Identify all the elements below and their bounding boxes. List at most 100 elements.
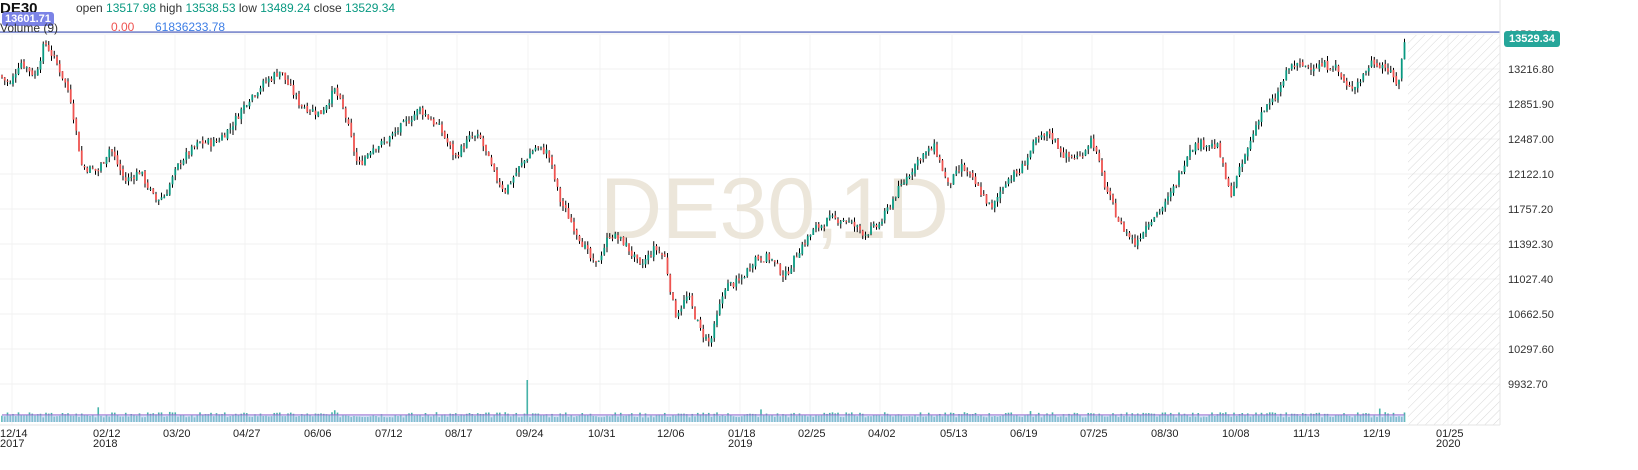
candle-body (878, 223, 881, 229)
candle-body (1112, 194, 1114, 203)
candle-body (1296, 63, 1299, 66)
candle-body (405, 119, 408, 122)
candle-body (1266, 104, 1268, 111)
candle-body (1224, 163, 1227, 180)
candle-body (256, 92, 259, 97)
candle-body (133, 177, 135, 180)
candle-body (157, 199, 160, 202)
x-tick-label: 12/14 (0, 428, 28, 440)
x-tick-label: 07/25 (1080, 428, 1108, 440)
candle-body (1398, 79, 1400, 85)
candle-body (144, 171, 146, 184)
candle-body (625, 242, 628, 247)
candle-body (839, 221, 842, 224)
candle-body (823, 226, 826, 228)
candle-body (826, 218, 828, 227)
candle-body (754, 256, 757, 267)
candle-body (1194, 143, 1197, 152)
candle-body (193, 146, 196, 148)
candle-body (622, 236, 625, 246)
candle-body (1263, 110, 1266, 112)
candle-body (1356, 82, 1359, 89)
candle-body (482, 138, 485, 147)
candle-body (498, 182, 501, 185)
candle-body (1131, 238, 1134, 240)
candle-body (39, 60, 42, 70)
candle-body (336, 87, 339, 96)
candle-body (960, 164, 963, 172)
candle-body (727, 283, 729, 291)
candle-body (732, 282, 735, 288)
candle-body (155, 194, 157, 200)
candle-body (504, 189, 507, 193)
candle-body (1381, 64, 1384, 69)
candle-body (746, 268, 749, 277)
candle-body (573, 221, 575, 232)
candle-body (581, 241, 584, 247)
candle-body (776, 262, 779, 264)
candle-body (1249, 140, 1252, 150)
candle-body (619, 237, 622, 239)
volume-ma-area (2, 414, 1405, 422)
candle-body (278, 71, 281, 78)
candle-body (474, 135, 476, 138)
candle-body (69, 89, 72, 103)
candle-body (980, 186, 982, 196)
candle-body (916, 159, 919, 166)
candle-body (375, 149, 377, 151)
candle-body (1211, 143, 1213, 147)
candle-body (683, 300, 685, 308)
candle-body (281, 72, 284, 74)
candle-body (1095, 146, 1098, 152)
candle-body (188, 151, 190, 156)
candle-body (452, 144, 454, 156)
x-tick-label: 02/12 (93, 428, 121, 440)
candle-body (941, 160, 944, 172)
candle-body (1021, 163, 1024, 173)
candle-body (141, 171, 144, 175)
candle-body (834, 215, 837, 218)
candle-body (1244, 155, 1246, 163)
candle-body (936, 144, 938, 157)
candle-body (1092, 138, 1095, 148)
candle-body (567, 208, 570, 219)
candle-body (1257, 121, 1260, 125)
candle-body (1035, 138, 1037, 143)
candle-body (1029, 150, 1032, 158)
candle-body (476, 134, 479, 137)
candle-body (372, 148, 375, 154)
candle-body (790, 268, 793, 274)
y-tick-label: 12487.00 (1508, 134, 1554, 146)
candle-body (122, 168, 124, 177)
candle-body (724, 289, 727, 296)
y-tick-label: 10297.60 (1508, 344, 1554, 356)
candle-body (358, 160, 361, 162)
price-axis[interactable]: 13581.7013216.8012851.9012487.0012122.10… (1508, 29, 1554, 391)
candle-body (999, 191, 1002, 199)
candle-body (1384, 64, 1387, 68)
candle-body (300, 104, 303, 107)
candle-body (1340, 73, 1343, 78)
candle-body (388, 136, 391, 143)
candle-body (597, 261, 600, 263)
candle-body (240, 109, 243, 120)
candle-body (1068, 152, 1070, 157)
candle-body (3, 77, 6, 81)
candle-body (45, 42, 47, 45)
candle-body (1164, 201, 1167, 208)
candle-body (886, 207, 889, 212)
candle-body (138, 171, 141, 175)
volume-bars (1, 380, 1406, 422)
volume-bar (526, 380, 529, 422)
candle-body (900, 184, 903, 186)
candle-body (1114, 203, 1117, 218)
candle-body (355, 152, 358, 161)
candle-body (617, 235, 619, 240)
candle-body (314, 110, 317, 115)
candle-body (344, 108, 347, 118)
x-tick-year: 2020 (1436, 438, 1460, 450)
candle-body (1279, 84, 1282, 93)
candle-body (531, 150, 534, 154)
